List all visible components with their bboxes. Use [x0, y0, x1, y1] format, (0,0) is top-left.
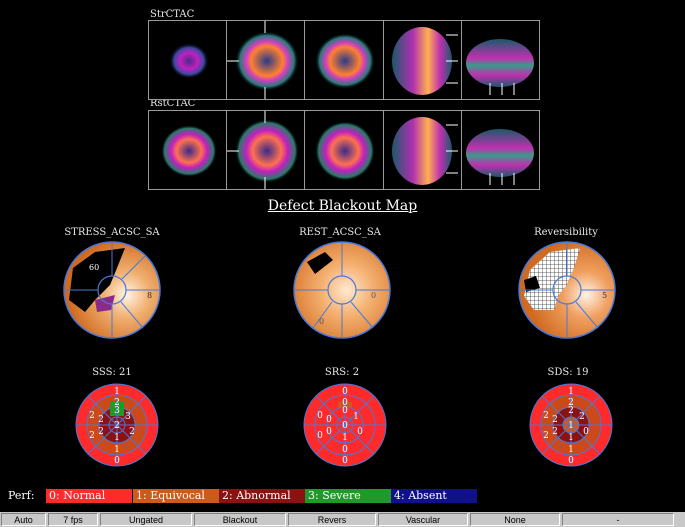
rest-slice-1[interactable]	[149, 111, 226, 189]
rest-image-strip[interactable]	[148, 110, 540, 190]
srs-value-1: 0	[342, 387, 348, 397]
srs-value-8: 0	[326, 427, 332, 437]
sds-value-2: 2	[568, 398, 574, 408]
srs-value-2: 0	[342, 398, 348, 408]
sss-value-9: 2	[89, 431, 95, 441]
stress-image-strip[interactable]	[148, 20, 540, 100]
srs-value-13: 0	[342, 456, 348, 466]
rest-row-label: RstCTAC	[150, 98, 196, 109]
stress-map-label-2: 8	[147, 291, 152, 300]
sds-value-1: 1	[568, 387, 574, 397]
srs-value-11: 0	[357, 427, 363, 437]
sss-value-6: 2	[98, 415, 104, 425]
status-revers[interactable]: Revers	[288, 513, 376, 526]
sds-value-9: 2	[543, 431, 549, 441]
legend-equivocal: 1: Equivocal	[133, 489, 219, 503]
sss-value-12: 1	[114, 445, 120, 455]
stress-slice-1[interactable]	[149, 21, 226, 99]
sss-score-label: SSS: 21	[92, 367, 132, 378]
status-bar: Auto 7 fps Ungated Blackout Revers Vascu…	[0, 512, 685, 527]
status-dash[interactable]: -	[562, 513, 674, 526]
sss-value-7: 2	[114, 421, 120, 431]
stress-slice-2[interactable]	[226, 21, 304, 99]
sds-score-label: SDS: 19	[547, 367, 589, 378]
sds-value-5: 2	[543, 411, 549, 421]
rest-map-title: REST_ACSC_SA	[299, 227, 381, 238]
srs-bullseye[interactable]: 0 0 0 1 0 0 0 0 0 1 0 0 0	[302, 382, 388, 468]
legend-absent: 4: Absent	[391, 489, 477, 503]
sds-value-13: 0	[568, 456, 574, 466]
status-auto[interactable]: Auto	[1, 513, 46, 526]
sds-value-10: 1	[568, 433, 574, 443]
stress-row-label: StrCTAC	[150, 9, 195, 20]
stress-slice-3[interactable]	[304, 21, 382, 99]
sds-value-11: 0	[583, 427, 589, 437]
status-fps[interactable]: 7 fps	[48, 513, 98, 526]
sss-value-13: 0	[114, 456, 120, 466]
sds-value-12: 1	[568, 445, 574, 455]
reversibility-map-label-1: 5	[602, 291, 607, 300]
stress-slice-4[interactable]	[382, 21, 461, 99]
sds-value-8: 2	[552, 427, 558, 437]
legend-normal: 0: Normal	[46, 489, 132, 503]
sds-value-6: 2	[552, 415, 558, 425]
defect-blackout-map-title: Defect Blackout Map	[267, 198, 418, 214]
stress-map-title: STRESS_ACSC_SA	[64, 227, 160, 238]
sss-value-3: 3	[114, 406, 120, 416]
legend-severe: 3: Severe	[305, 489, 391, 503]
status-gating[interactable]: Ungated	[100, 513, 192, 526]
srs-value-5: 0	[317, 411, 323, 421]
srs-value-3: 0	[342, 406, 348, 416]
rest-map-label-2: 0	[319, 317, 324, 326]
perfusion-legend-label: Perf:	[8, 489, 35, 502]
sss-value-5: 2	[89, 411, 95, 421]
stress-map-label-1: 60	[89, 263, 99, 272]
srs-value-10: 1	[342, 433, 348, 443]
sss-value-4: 3	[125, 412, 131, 422]
srs-value-12: 0	[342, 445, 348, 455]
sss-value-1: 1	[114, 387, 120, 397]
sds-bullseye[interactable]: 1 2 2 2 2 2 1 2 2 1 0 1 0	[528, 382, 614, 468]
rest-polar-map[interactable]: 0 0	[285, 240, 400, 340]
reversibility-polar-map[interactable]: 5	[510, 240, 625, 340]
sss-value-10: 1	[114, 433, 120, 443]
sds-value-4: 2	[579, 412, 585, 422]
rest-map-label-1: 0	[371, 291, 376, 300]
srs-value-4: 1	[353, 412, 359, 422]
stress-slice-5[interactable]	[460, 21, 539, 99]
stress-polar-map[interactable]: 60 8	[55, 240, 170, 340]
sss-bullseye[interactable]: 1 2 3 3 2 2 2 2 2 1 2 1 0	[74, 382, 160, 468]
status-vascular[interactable]: Vascular	[378, 513, 468, 526]
sss-value-11: 2	[129, 427, 135, 437]
rest-slice-5[interactable]	[460, 111, 539, 189]
srs-value-6: 0	[326, 415, 332, 425]
sss-value-2: 2	[114, 398, 120, 408]
sss-value-8: 2	[98, 427, 104, 437]
sds-value-3: 2	[568, 406, 574, 416]
srs-value-7: 0	[342, 421, 348, 431]
srs-score-label: SRS: 2	[324, 367, 360, 378]
status-blackout[interactable]: Blackout	[194, 513, 286, 526]
legend-abnormal: 2: Abnormal	[219, 489, 305, 503]
reversibility-map-title: Reversibility	[534, 227, 598, 238]
rest-slice-4[interactable]	[382, 111, 461, 189]
rest-slice-3[interactable]	[304, 111, 382, 189]
status-none[interactable]: None	[470, 513, 560, 526]
srs-value-9: 0	[317, 431, 323, 441]
sds-value-7: 1	[568, 421, 574, 431]
rest-slice-2[interactable]	[226, 111, 304, 189]
